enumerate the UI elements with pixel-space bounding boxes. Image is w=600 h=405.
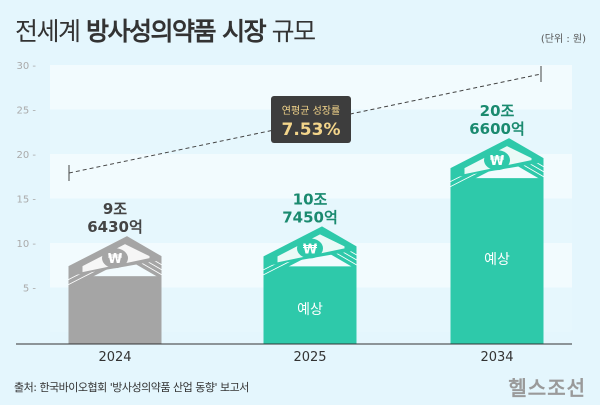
growth-rate-label: 연평균 성장률 [282,105,340,117]
x-tick-label: 2024 [98,350,131,365]
y-tick-label: 30 - [16,61,36,72]
x-tick-label: 2025 [293,350,326,365]
won-icon [484,150,510,171]
y-tick-label: 15 - [16,195,36,206]
bar-chart: 5 -10 -15 -20 -25 -30 -₩9조6430억2024₩10조7… [16,61,572,365]
logo: 헬스조선 [508,376,586,400]
x-tick-label: 2034 [480,350,513,365]
page-title: 전세계 방사성의약품 시장 규모 [15,17,316,46]
data-label: 6600억 [469,120,525,138]
bar-2024 [68,276,162,344]
growth-rate-value: 7.53% [282,120,341,140]
forecast-label: 예상 [297,302,323,318]
y-tick-label: 20 - [16,150,36,161]
y-tick-label: 25 - [16,106,36,117]
won-symbol-icon: ₩ [303,242,318,257]
data-label: 9조 [103,200,127,218]
forecast-label: 예상 [484,252,510,268]
source-note: 출처: 한국바이오협회 '방사성의약품 산업 동향' 보고서 [14,381,249,394]
growth-rate-box [271,96,351,143]
data-label: 10조 [293,190,328,208]
y-tick-label: 10 - [16,239,36,250]
bar-2034 [450,178,544,344]
won-icon [297,238,323,259]
data-label: 6430억 [87,218,143,236]
bar-2025 [263,266,357,344]
data-label: 7450억 [282,208,338,226]
won-symbol-icon: ₩ [108,252,123,267]
won-icon [102,248,128,269]
won-symbol-icon: ₩ [490,154,505,169]
data-label: 20조 [480,102,515,120]
unit-label: (단위 : 원) [540,34,586,45]
y-tick-label: 5 - [23,284,37,295]
